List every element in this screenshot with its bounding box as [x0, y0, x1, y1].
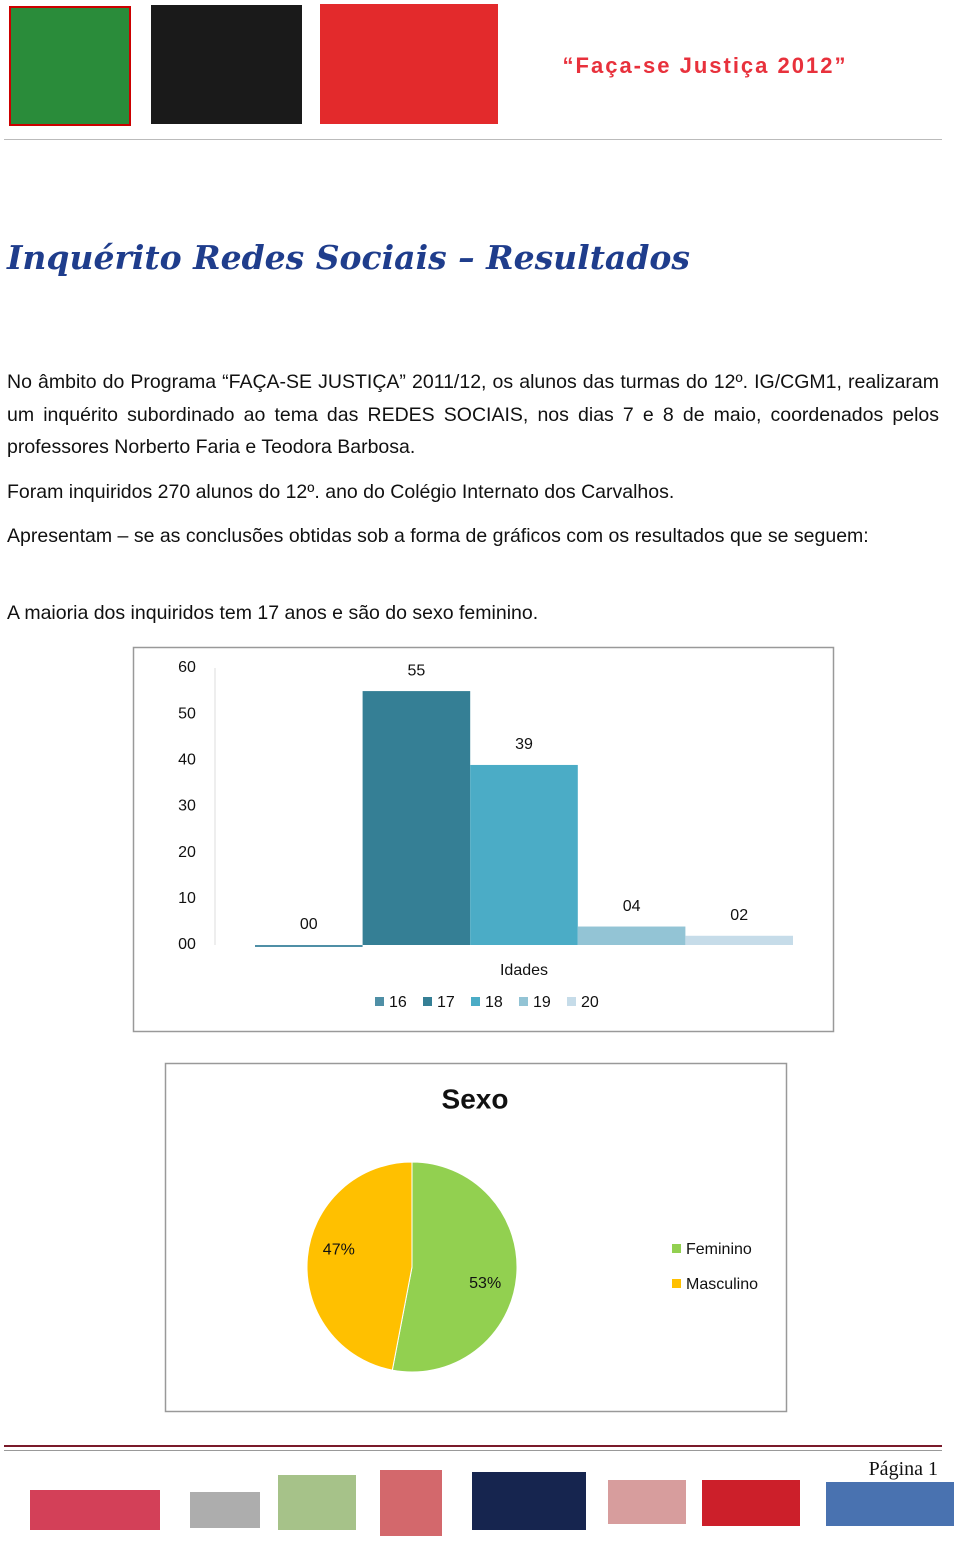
- y-tick-label: 00: [178, 936, 196, 953]
- legend-label: 20: [581, 994, 599, 1011]
- heading: Inquérito Redes Sociais – Resultados: [7, 238, 690, 277]
- y-tick-label: 60: [178, 659, 196, 676]
- logo: [702, 1480, 800, 1526]
- logo: [190, 1492, 260, 1528]
- legend-label: 18: [485, 994, 503, 1011]
- paragraph: Foram inquiridos 270 alunos do 12º. ano …: [7, 481, 675, 503]
- pie-slice: [306, 1161, 413, 1371]
- bar: [685, 935, 793, 945]
- bar: [470, 764, 578, 945]
- paragraph: A maioria dos inquiridos tem 17 anos e s…: [7, 602, 539, 624]
- legend-label: Masculino: [686, 1276, 758, 1293]
- data-label: 47%: [323, 1241, 355, 1258]
- legend-swatch: [423, 997, 432, 1006]
- legend-swatch: [672, 1279, 681, 1288]
- legend-label: Feminino: [686, 1241, 752, 1258]
- legend-label: 19: [533, 994, 551, 1011]
- legend-swatch: [471, 997, 480, 1006]
- y-tick-label: 10: [178, 890, 196, 907]
- legend-swatch: [567, 997, 576, 1006]
- legend-label: 17: [437, 994, 455, 1011]
- logo: [278, 1475, 356, 1530]
- data-label: 04: [623, 898, 641, 915]
- data-label: 02: [730, 907, 748, 924]
- logo: [608, 1480, 686, 1524]
- chart-title: Sexo: [442, 1083, 509, 1114]
- y-tick-label: 40: [178, 752, 196, 769]
- logo: [380, 1470, 442, 1536]
- legend-swatch: [375, 997, 384, 1006]
- logo: [30, 1490, 160, 1530]
- legend-label: 16: [389, 994, 407, 1011]
- bar: [577, 926, 686, 945]
- logo: [9, 6, 131, 126]
- data-label: 39: [515, 736, 533, 753]
- legend-swatch: [519, 997, 528, 1006]
- footer-rule: [4, 1445, 942, 1451]
- paragraph: Apresentam – se as conclusões obtidas so…: [7, 525, 869, 547]
- logo: [826, 1482, 954, 1526]
- x-axis-label: Idades: [500, 962, 548, 979]
- footer-logos: [30, 1470, 955, 1540]
- header-rule: [4, 139, 942, 140]
- data-label: 55: [408, 662, 426, 679]
- page-number: Página 1: [868, 1458, 938, 1480]
- data-label: 53%: [469, 1275, 501, 1292]
- legend-swatch: [672, 1244, 681, 1253]
- logo: [151, 5, 302, 124]
- paragraph: No âmbito do Programa “FAÇA-SE JUSTIÇA” …: [7, 371, 939, 458]
- y-tick-label: 30: [178, 798, 196, 815]
- bar: [362, 691, 471, 945]
- data-label: 00: [300, 916, 318, 933]
- y-tick-label: 50: [178, 705, 196, 722]
- y-tick-label: 20: [178, 844, 196, 861]
- header-title: “Faça-se Justiça 2012”: [562, 53, 848, 78]
- logo: [472, 1472, 586, 1530]
- pie-slice: [391, 1161, 518, 1373]
- logo: [320, 4, 498, 124]
- bar: [255, 945, 363, 947]
